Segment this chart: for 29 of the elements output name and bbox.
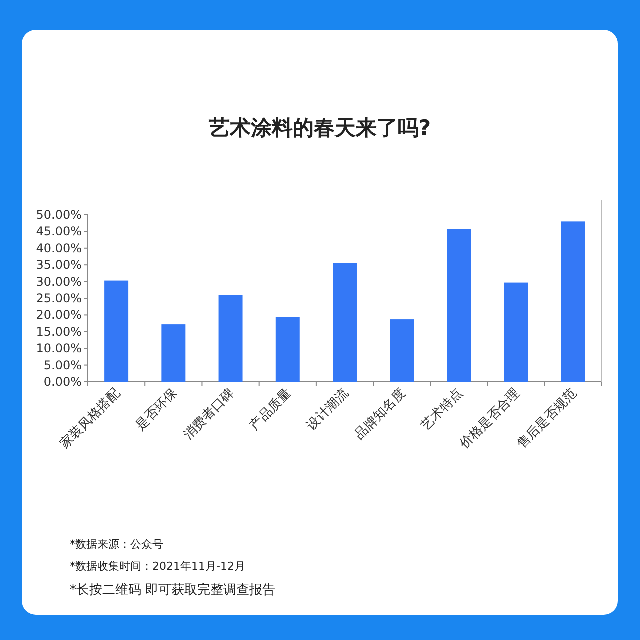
y-tick-label: 10.00% — [36, 342, 82, 356]
y-tick-label: 40.00% — [36, 241, 82, 256]
text: *长按二维码 即可获取完整调查报告 — [70, 582, 276, 598]
bar — [504, 282, 528, 382]
y-tick-label: 30.00% — [36, 274, 82, 289]
bar — [561, 222, 586, 382]
x-tick-label: 设计潮流 — [304, 386, 352, 434]
bar — [162, 324, 186, 382]
chart-title: 艺术涂料的春天来了吗? — [208, 116, 432, 140]
text: *数据收集时间：2021年11月-12月 — [70, 560, 246, 573]
bar — [218, 295, 243, 382]
bar — [447, 229, 472, 382]
bar — [104, 280, 129, 382]
y-tick-label: 50.00% — [36, 208, 82, 222]
x-tick-label: 产品质量 — [247, 386, 295, 434]
x-tick-label: 是否环保 — [133, 386, 180, 434]
bar — [276, 317, 300, 382]
y-tick-label: 20.00% — [36, 308, 82, 322]
y-tick-label: 5.00% — [44, 358, 82, 372]
x-tick-label: 品牌知名度 — [352, 386, 409, 443]
y-tick-label: 45.00% — [36, 224, 82, 239]
x-tick-label: 消费者口碑 — [181, 386, 238, 443]
y-tick-label: 35.00% — [36, 258, 82, 272]
y-tick-label: 15.00% — [36, 324, 82, 339]
text: *数据来源：公众号 — [70, 538, 164, 551]
bar — [333, 263, 357, 382]
x-tick-label: 艺术特点 — [418, 386, 466, 434]
y-tick-label: 25.00% — [36, 292, 82, 306]
bar — [390, 320, 414, 382]
